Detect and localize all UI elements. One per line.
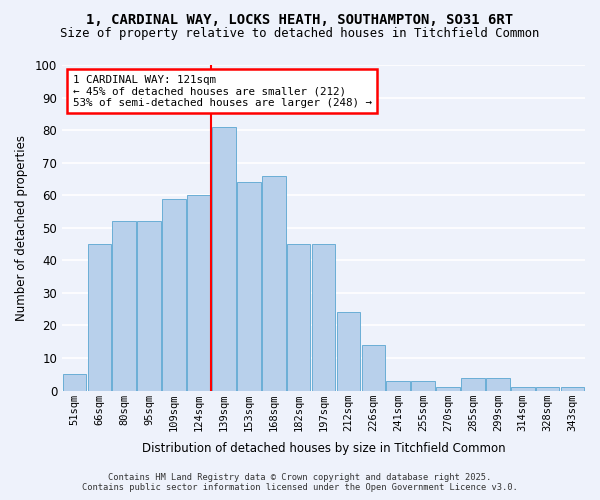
Bar [262, 176, 286, 390]
Bar [311, 244, 335, 390]
Bar [88, 244, 111, 390]
Bar [436, 388, 460, 390]
X-axis label: Distribution of detached houses by size in Titchfield Common: Distribution of detached houses by size … [142, 442, 505, 455]
Bar [137, 222, 161, 390]
Text: 1, CARDINAL WAY, LOCKS HEATH, SOUTHAMPTON, SO31 6RT: 1, CARDINAL WAY, LOCKS HEATH, SOUTHAMPTO… [86, 12, 514, 26]
Bar [162, 198, 186, 390]
Y-axis label: Number of detached properties: Number of detached properties [15, 135, 28, 321]
Bar [561, 388, 584, 390]
Bar [536, 388, 559, 390]
Bar [112, 222, 136, 390]
Bar [62, 374, 86, 390]
Bar [212, 127, 236, 390]
Bar [412, 381, 435, 390]
Text: Contains HM Land Registry data © Crown copyright and database right 2025.
Contai: Contains HM Land Registry data © Crown c… [82, 473, 518, 492]
Bar [237, 182, 260, 390]
Bar [461, 378, 485, 390]
Bar [511, 388, 535, 390]
Bar [187, 195, 211, 390]
Bar [287, 244, 310, 390]
Text: 1 CARDINAL WAY: 121sqm
← 45% of detached houses are smaller (212)
53% of semi-de: 1 CARDINAL WAY: 121sqm ← 45% of detached… [73, 75, 371, 108]
Bar [362, 345, 385, 391]
Bar [486, 378, 509, 390]
Bar [386, 381, 410, 390]
Text: Size of property relative to detached houses in Titchfield Common: Size of property relative to detached ho… [61, 28, 539, 40]
Bar [337, 312, 360, 390]
